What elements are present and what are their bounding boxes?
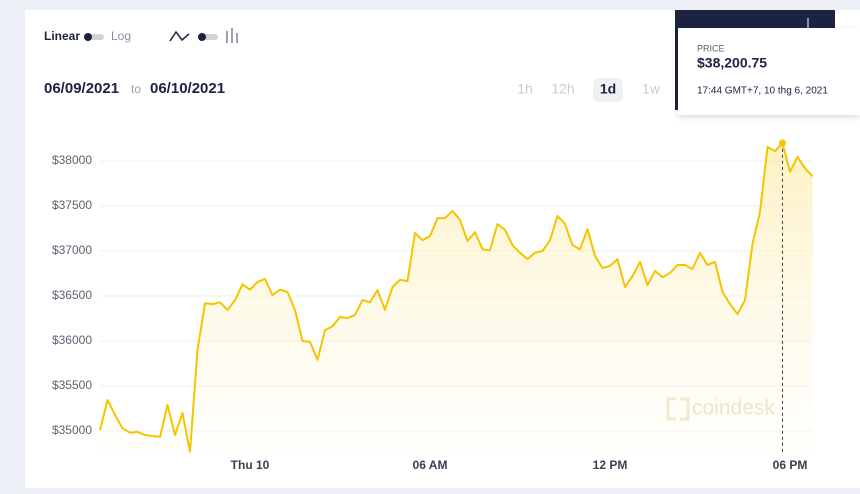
price-area: [100, 142, 813, 452]
range-button[interactable]: 1w: [642, 81, 661, 97]
x-tick-label: 06 AM: [413, 458, 448, 472]
range-button[interactable]: 1d: [600, 81, 616, 97]
x-tick-label: 06 PM: [773, 458, 808, 472]
log-label[interactable]: Log: [111, 29, 131, 43]
tooltip-price: $38,200.75: [697, 55, 767, 71]
price-line: [99, 141, 814, 453]
y-tick-label: $38000: [52, 153, 92, 167]
toggle-knob[interactable]: [84, 33, 92, 41]
y-tick-label: $35500: [52, 378, 92, 392]
date-sep: to: [131, 82, 141, 96]
x-tick-label: Thu 10: [231, 458, 270, 472]
range-selected-bg[interactable]: [593, 78, 623, 102]
range-button[interactable]: 1h: [517, 81, 533, 97]
y-tick-label: $35000: [52, 423, 92, 437]
date-to[interactable]: 06/10/2021: [150, 80, 225, 97]
tooltip-label: PRICE: [697, 43, 725, 53]
candle-icon[interactable]: [226, 28, 238, 43]
tooltip-box: [678, 28, 860, 115]
tooltip-time: 17:44 GMT+7, 10 thg 6, 2021: [697, 86, 828, 97]
y-tick-label: $36000: [52, 333, 92, 347]
y-tick-label: $37000: [52, 243, 92, 257]
y-tick-label: $36500: [52, 288, 92, 302]
toggle-knob[interactable]: [198, 33, 206, 41]
date-from[interactable]: 06/09/2021: [44, 80, 119, 97]
x-tick-label: 12 PM: [593, 458, 628, 472]
line-icon[interactable]: [169, 30, 190, 42]
linear-label[interactable]: Linear: [44, 29, 80, 43]
range-button[interactable]: 12h: [551, 81, 574, 97]
hover-point: [779, 139, 786, 147]
y-tick-label: $37500: [52, 198, 92, 212]
